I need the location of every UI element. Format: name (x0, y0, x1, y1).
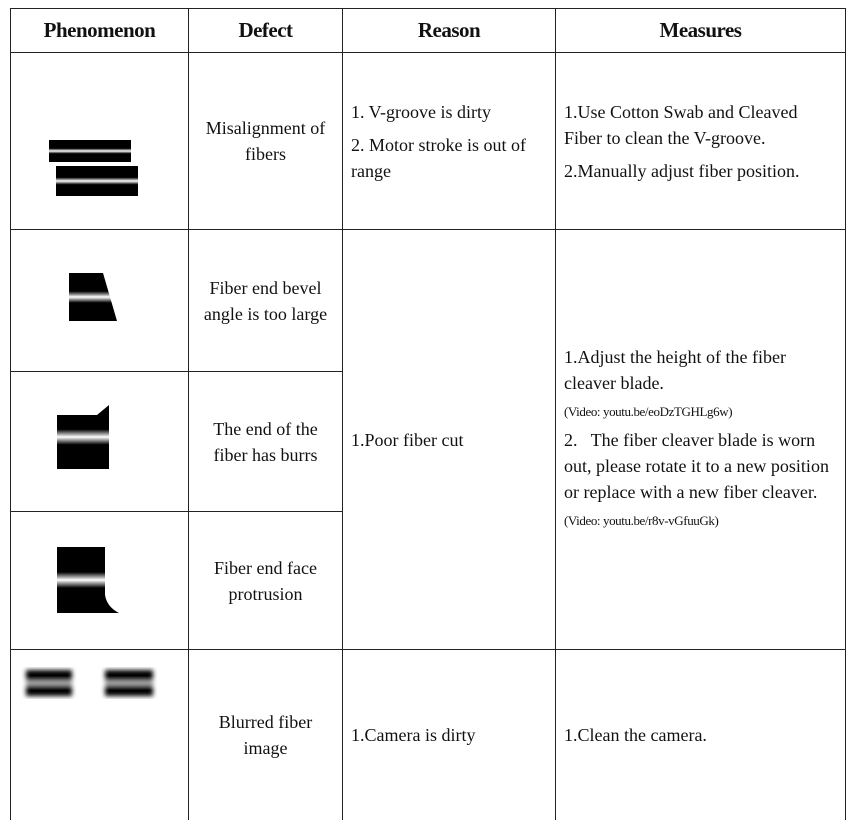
fiber-bar (56, 166, 138, 196)
table-row: Fiber end bevel angle is too large 1.Poo… (10, 229, 846, 650)
protrusion-image (57, 546, 119, 613)
blurred-image (26, 670, 153, 696)
reason-cell: 1.Camera is dirty (342, 649, 556, 820)
misalignment-image (49, 140, 138, 196)
header-row: Phenomenon Defect Reason Measures (10, 8, 846, 53)
fiber-bar (105, 670, 153, 696)
fiber-end (69, 272, 117, 321)
reason-text: 1. V-groove is dirty (351, 101, 492, 122)
fiber-end (57, 404, 109, 469)
table-row: The end of the fiber has burrs (10, 371, 846, 512)
fiber-bar (49, 140, 131, 162)
measure-text: 2.Manually adjust fiber position. (564, 160, 800, 181)
fiber-end (57, 546, 119, 613)
measures-cell: 1.Adjust the height of the fiber cleaver… (555, 229, 846, 650)
burr-image (57, 404, 109, 469)
video-link[interactable]: (Video: youtu.be/r8v-vGfuuGk) (564, 512, 719, 528)
phenomenon-cell (10, 649, 189, 820)
measures-cell: 1.Clean the camera. (555, 649, 846, 820)
table-row: Fiber end face protrusion (10, 511, 846, 650)
measure-text: 1.Adjust the height of the fiber cleaver… (564, 346, 786, 393)
measure-text: 2. The fiber cleaver blade is worn out, … (564, 429, 834, 502)
defect-cell: Fiber end bevel angle is too large (188, 229, 343, 372)
table-row: Misalignment of fibers 1. V-groove is di… (10, 52, 846, 230)
fiber-bar (26, 670, 72, 696)
defect-cell: Fiber end face protrusion (188, 511, 343, 650)
measure-text: 1.Use Cotton Swab and Cleaved Fiber to c… (564, 101, 798, 148)
phenomenon-cell (10, 371, 189, 512)
video-link[interactable]: (Video: youtu.be/eoDzTGHLg6w) (564, 403, 733, 419)
header-cell: Measures (555, 8, 846, 53)
defect-cell: Blurred fiber image (188, 649, 343, 820)
phenomenon-cell (10, 52, 189, 230)
bevel-image (69, 272, 117, 321)
defect-cell: Misalignment of fibers (188, 52, 343, 230)
troubleshooting-table: Phenomenon Defect Reason Measures Misali… (10, 8, 846, 820)
measures-cell: 1.Use Cotton Swab and Cleaved Fiber to c… (555, 52, 846, 230)
phenomenon-cell (10, 511, 189, 650)
reason-cell: 1. V-groove is dirty 2. Motor stroke is … (342, 52, 556, 230)
reason-cell: 1.Poor fiber cut (342, 229, 556, 650)
header-cell: Defect (188, 8, 343, 53)
phenomenon-cell (10, 229, 189, 372)
reason-text: 2. Motor stroke is out of range (351, 134, 526, 181)
table-row: Blurred fiber image 1.Camera is dirty 1.… (10, 649, 846, 820)
header-cell: Reason (342, 8, 556, 53)
defect-cell: The end of the fiber has burrs (188, 371, 343, 512)
header-cell: Phenomenon (10, 8, 189, 53)
